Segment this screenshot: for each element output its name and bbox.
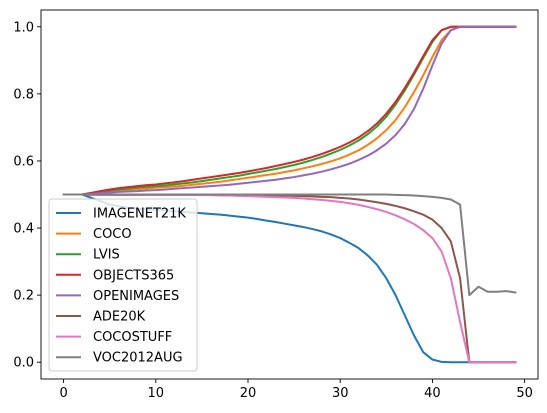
x-tick-label: 50 [516,386,533,401]
series-line-lvis [62,25,517,196]
x-tick-label: 30 [332,386,349,401]
legend-label: OBJECTS365 [93,268,174,283]
x-tick-label: 40 [424,386,441,401]
series-line-voc2012aug [62,193,517,297]
x-tick-label: 20 [240,386,257,401]
legend-label: OPENIMAGES [93,289,179,304]
x-tick-label: 0 [59,386,67,401]
series-layer [62,25,517,364]
series-line-objects365 [62,25,517,196]
legend: IMAGENET21K COCO LVIS OBJECTS365 OPENIMAGES A… [48,198,198,372]
y-tick-label: 0.2 [13,289,34,304]
legend-label: COCOSTUFF [93,330,172,345]
y-tick-label: 0.6 [13,154,34,169]
series-line-coco [62,25,517,196]
y-tick-label: 0.0 [13,356,34,371]
axis-ticks: 0 10 20 30 40 50 0.0 0.2 0.4 0.6 0.8 1.0 [13,20,533,401]
series-line-openimages [62,25,517,196]
legend-label: ADE20K [93,310,146,325]
legend-label: COCO [93,227,132,242]
legend-label: VOC2012AUG [93,351,183,366]
legend-frame [48,198,198,372]
legend-label: LVIS [93,248,120,263]
y-tick-label: 1.0 [13,20,34,35]
y-tick-label: 0.8 [13,87,34,102]
x-tick-label: 10 [148,386,165,401]
legend-label: IMAGENET21K [93,207,186,222]
plot-frame [40,9,539,380]
y-tick-label: 0.4 [13,222,34,237]
